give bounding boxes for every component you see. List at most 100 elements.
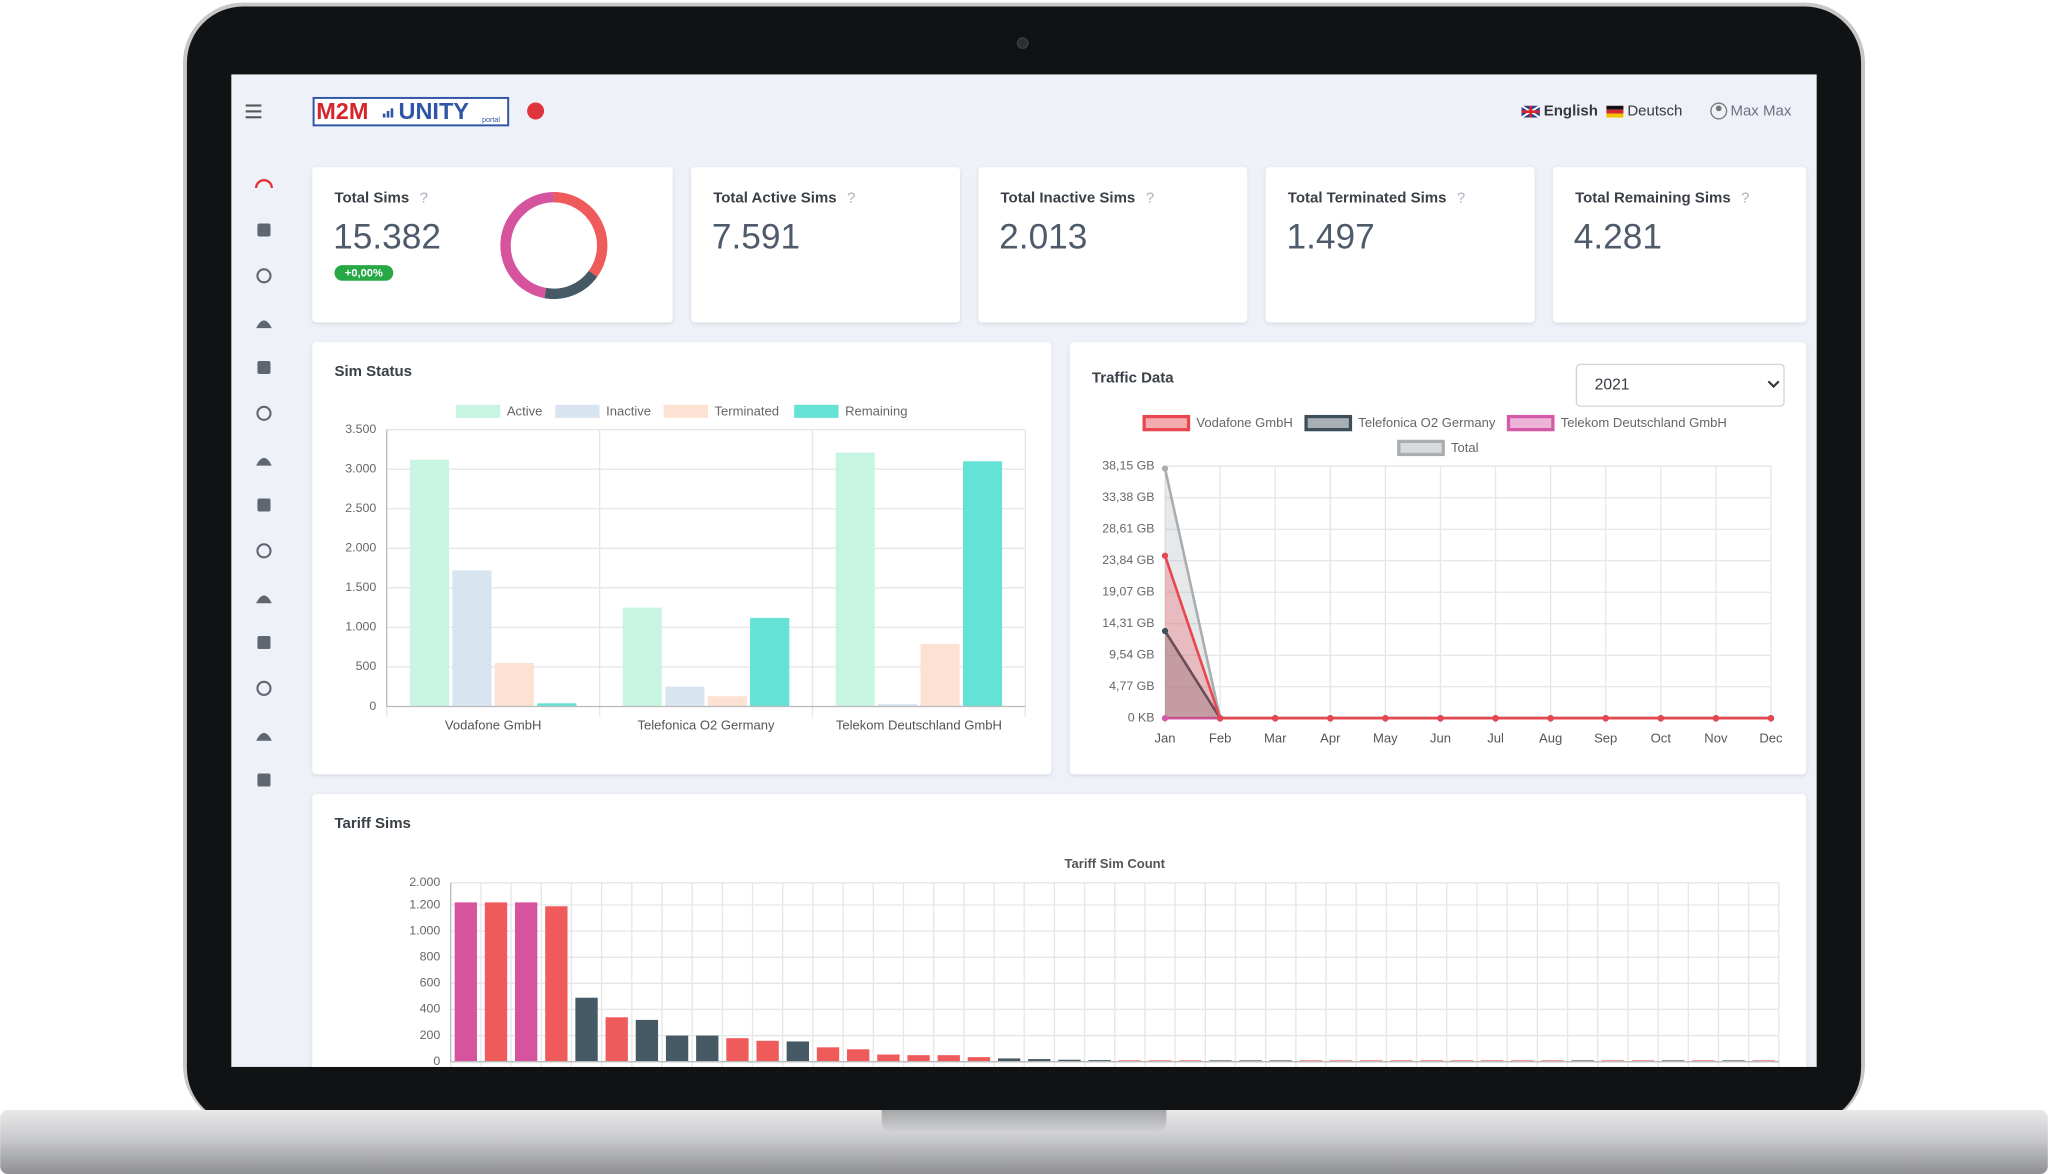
nav-icon[interactable] bbox=[256, 457, 272, 466]
y-tick-label: 3.000 bbox=[345, 461, 376, 475]
icon-shape bbox=[256, 405, 272, 421]
card-label: Total Active Sims bbox=[713, 189, 836, 206]
logo-sub: portal bbox=[482, 116, 500, 124]
dropdown-value: 2021 bbox=[1595, 376, 1630, 393]
bar bbox=[454, 902, 477, 1062]
y-tick-label: 2.000 bbox=[345, 541, 376, 555]
nav-icon[interactable] bbox=[254, 179, 273, 189]
stat-cards: Total Sims ? 15.382 +0,00% Total Active Sims… bbox=[312, 167, 1807, 323]
panel bbox=[1069, 342, 1807, 775]
nav-icon[interactable] bbox=[256, 680, 272, 696]
y-tick-label: 0 bbox=[433, 1054, 440, 1068]
card-label: Total Sims bbox=[334, 189, 409, 206]
bar bbox=[665, 1035, 689, 1062]
flag-de bbox=[1606, 109, 1624, 114]
bar bbox=[545, 906, 568, 1062]
nav-icon[interactable] bbox=[256, 595, 272, 604]
laptop-base bbox=[0, 1110, 2048, 1174]
stat-card: Total Active Sims ? 7.591 bbox=[690, 167, 961, 323]
badge-bg bbox=[334, 265, 394, 281]
y-tick-label: 0 KB bbox=[1128, 711, 1155, 725]
point bbox=[1492, 715, 1499, 722]
camera bbox=[1016, 37, 1029, 49]
icon-shape bbox=[256, 595, 272, 604]
bar bbox=[878, 704, 918, 707]
y-tick-label: 400 bbox=[420, 1002, 441, 1016]
y-tick-label: 14,31 GB bbox=[1102, 616, 1154, 630]
y-tick-label: 500 bbox=[356, 659, 377, 673]
nav-icon[interactable] bbox=[256, 320, 272, 329]
legend-label: Inactive bbox=[606, 403, 651, 418]
logo-brand: UNITY bbox=[398, 98, 469, 124]
nav-icon[interactable] bbox=[257, 223, 271, 237]
nav-icon[interactable] bbox=[256, 732, 272, 741]
icon-shape bbox=[257, 635, 271, 650]
y-tick-label: 3.500 bbox=[345, 422, 376, 436]
logo-frame bbox=[312, 96, 510, 127]
x-tick-label: Sep bbox=[1594, 731, 1617, 746]
point bbox=[1602, 715, 1609, 722]
bar bbox=[877, 1054, 900, 1062]
card-bg bbox=[690, 167, 961, 323]
logo[interactable]: M2M UNITY portal bbox=[312, 96, 510, 127]
nav-icon[interactable] bbox=[257, 498, 271, 512]
point bbox=[1657, 715, 1664, 722]
legend-swatch bbox=[1506, 414, 1555, 432]
y-tick-label: 19,07 GB bbox=[1102, 585, 1154, 599]
card-label: Total Remaining Sims bbox=[1575, 189, 1731, 206]
bar bbox=[967, 1057, 991, 1062]
nav-icon[interactable] bbox=[256, 543, 272, 559]
icon-shape bbox=[257, 773, 271, 787]
card-bg bbox=[1265, 167, 1535, 323]
nav-icon[interactable] bbox=[256, 268, 272, 284]
chart: 0 200 400 600 800 1.000 1.200 2.000 Tariff Sim C… bbox=[409, 856, 1780, 1068]
icon-shape bbox=[256, 268, 272, 284]
y-tick-label: 2.500 bbox=[345, 501, 376, 515]
user-menu[interactable]: Max Max bbox=[1710, 102, 1792, 120]
lang-english[interactable]: English bbox=[1521, 103, 1598, 120]
bar bbox=[494, 662, 534, 707]
year-dropdown[interactable]: 2021 bbox=[1575, 363, 1785, 407]
point bbox=[1161, 552, 1169, 559]
lang-deutsch[interactable]: Deutsch bbox=[1606, 103, 1682, 120]
bar bbox=[622, 607, 662, 707]
chart: 0 KB 4,77 GB 9,54 GB 14,31 GB 19,07 GB 23,84 … bbox=[1102, 414, 1783, 746]
nav-icon[interactable] bbox=[257, 773, 271, 787]
legend-swatch bbox=[1142, 414, 1191, 432]
card-value: 1.497 bbox=[1286, 217, 1374, 256]
lang-label: English bbox=[1544, 103, 1598, 120]
y-tick-label: 23,84 GB bbox=[1102, 553, 1154, 567]
y-tick-label: 0 bbox=[369, 699, 376, 713]
help-icon: ? bbox=[847, 189, 855, 206]
point bbox=[1712, 715, 1720, 722]
card-value: 2.013 bbox=[999, 217, 1087, 256]
icon-shape bbox=[257, 360, 271, 375]
point bbox=[1767, 715, 1775, 722]
bar bbox=[409, 459, 450, 707]
nav-icon[interactable] bbox=[256, 405, 272, 421]
donut-segment bbox=[500, 191, 555, 299]
sidebar bbox=[254, 179, 273, 787]
y-tick-label: 1.500 bbox=[345, 580, 376, 594]
card-label: Total Terminated Sims bbox=[1288, 189, 1447, 206]
nav-icon[interactable] bbox=[257, 635, 271, 650]
hamburger-menu[interactable] bbox=[245, 104, 262, 119]
card-value: 15.382 bbox=[333, 217, 441, 256]
icon-shape bbox=[256, 543, 272, 559]
bar bbox=[835, 452, 875, 707]
nav-icon[interactable] bbox=[257, 360, 271, 375]
panel-title: Sim Status bbox=[334, 363, 412, 380]
card-label: Total Inactive Sims bbox=[1000, 189, 1135, 206]
icon-shape bbox=[257, 498, 271, 512]
x-tick-label: Aug bbox=[1539, 731, 1562, 746]
help-icon: ? bbox=[1741, 189, 1749, 206]
icon-shape bbox=[256, 732, 272, 741]
bar bbox=[707, 696, 747, 707]
bar bbox=[1058, 1059, 1081, 1062]
user-icon-head bbox=[1715, 105, 1722, 112]
legend-label: Total bbox=[1451, 440, 1479, 455]
lang-label: Deutsch bbox=[1627, 103, 1682, 120]
bar bbox=[635, 1019, 659, 1062]
card-bg bbox=[1552, 167, 1807, 323]
